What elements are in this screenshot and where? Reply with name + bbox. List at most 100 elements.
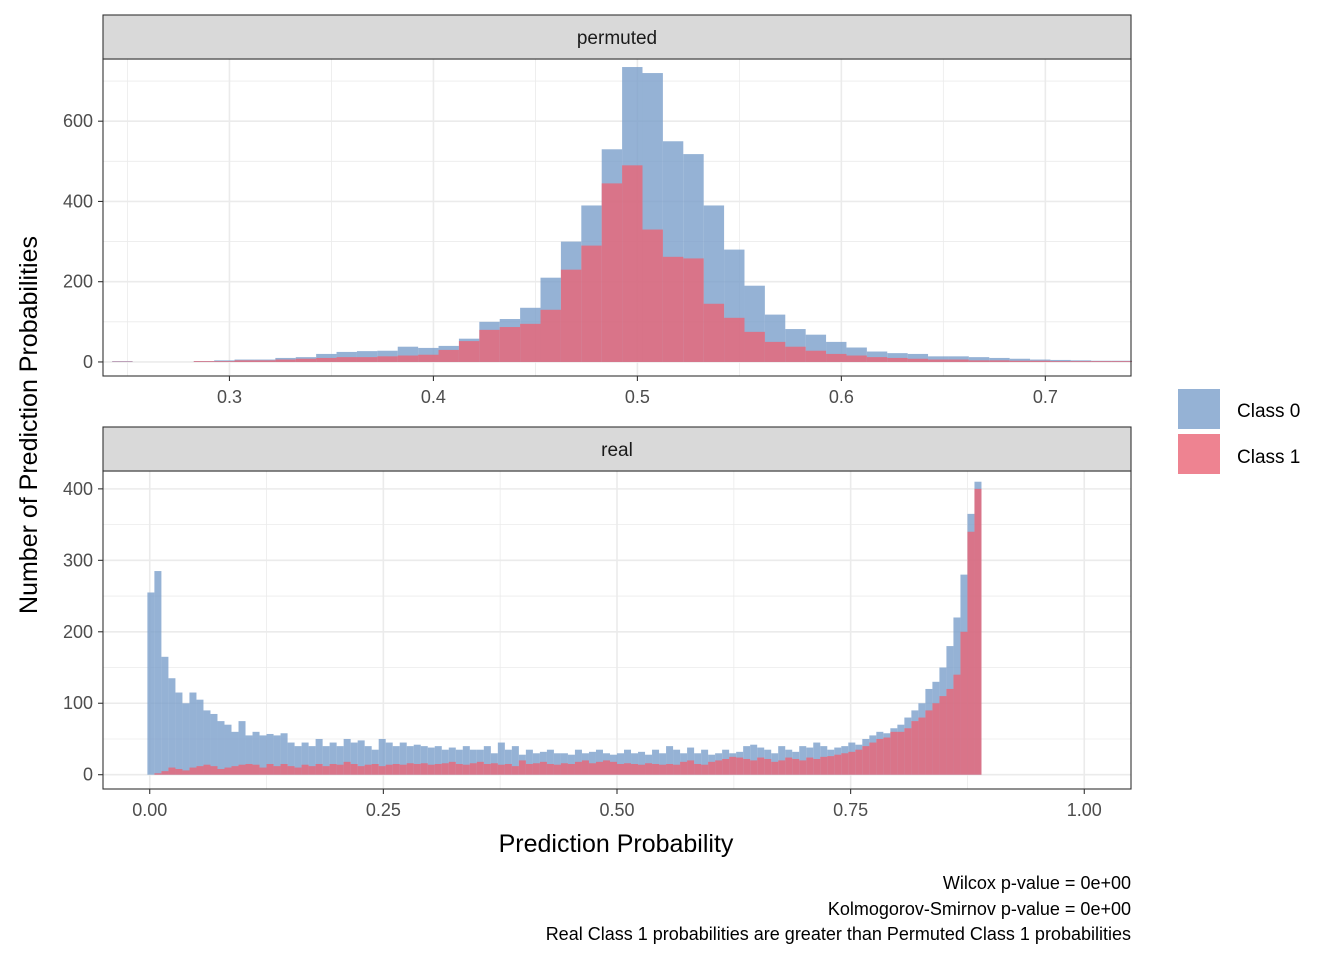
x-axis-title: Prediction Probability xyxy=(499,830,734,858)
histogram-bar xyxy=(371,749,379,775)
histogram-bar xyxy=(385,764,393,775)
histogram-bar xyxy=(588,763,596,775)
histogram-bar xyxy=(855,749,863,775)
histogram-bar xyxy=(294,767,302,775)
histogram-bar xyxy=(826,353,847,362)
histogram-bar xyxy=(189,692,197,775)
histogram-bar xyxy=(1070,361,1092,362)
histogram-bar xyxy=(841,753,849,775)
histogram-bar xyxy=(638,764,646,775)
histogram-bar xyxy=(322,746,330,775)
histogram-bar xyxy=(182,770,190,775)
histogram-bar xyxy=(427,747,435,775)
legend-label-class-1: Class 1 xyxy=(1237,447,1300,468)
histogram-bar xyxy=(301,764,309,775)
histogram-bar xyxy=(848,751,856,775)
panel-permuted: permuted 0 200 400 600 0.3 0.4 0.5 0.6 0.7 xyxy=(63,14,1133,407)
histogram-bar xyxy=(161,771,169,775)
histogram-bar xyxy=(701,749,709,775)
histogram-bar xyxy=(602,760,610,775)
y-tick-label: 100 xyxy=(63,693,93,713)
histogram-bar xyxy=(175,692,183,775)
histogram-bar xyxy=(1050,359,1071,362)
histogram-bar xyxy=(420,763,428,775)
histogram-bar xyxy=(948,359,969,362)
histogram-bar xyxy=(631,763,639,775)
histogram-bar xyxy=(862,746,870,775)
histogram-bar xyxy=(511,746,519,775)
histogram-bar xyxy=(469,749,477,775)
histogram-bar xyxy=(907,353,929,362)
histogram-bar xyxy=(217,768,225,775)
histogram-bar xyxy=(168,678,176,775)
x-tick-label: 0.00 xyxy=(132,800,167,820)
histogram-bar xyxy=(617,763,625,775)
histogram-bar xyxy=(989,357,1010,362)
histogram-bar xyxy=(694,763,702,775)
histogram-bar xyxy=(343,738,351,775)
histogram-bar xyxy=(238,721,246,775)
histogram-bar xyxy=(946,688,954,775)
histogram-bar xyxy=(214,361,235,362)
histogram-bar xyxy=(928,356,949,362)
histogram-bar xyxy=(939,696,947,775)
histogram-bar xyxy=(918,717,926,775)
histogram-bar xyxy=(231,766,239,775)
histogram-bar xyxy=(1111,361,1133,362)
histogram-bar xyxy=(245,763,253,775)
histogram-bar xyxy=(224,767,232,775)
histogram-bar xyxy=(511,766,519,775)
histogram-bar xyxy=(259,735,267,775)
histogram-bar xyxy=(729,756,737,775)
histogram-bar xyxy=(574,761,582,775)
histogram-bar xyxy=(546,749,554,775)
histogram-bar xyxy=(168,767,176,775)
histogram-bar xyxy=(371,763,379,775)
histogram-bar xyxy=(827,756,835,775)
histogram-bar xyxy=(287,742,295,775)
x-tick-label: 0.6 xyxy=(829,387,854,407)
histogram-bar xyxy=(329,742,337,775)
histogram-bar xyxy=(280,763,288,775)
histogram-bar xyxy=(189,767,197,775)
histogram-bar xyxy=(210,766,218,775)
histogram-bar xyxy=(448,761,456,775)
histogram-bar xyxy=(418,354,439,362)
histogram-bar xyxy=(350,742,358,775)
histogram-bar xyxy=(989,360,1010,362)
histogram-bar xyxy=(441,763,449,775)
histogram-bar xyxy=(666,746,674,775)
histogram-bar xyxy=(483,746,491,775)
histogram-bar xyxy=(736,757,744,775)
histogram-bar xyxy=(147,592,155,775)
histogram-bar xyxy=(869,742,877,775)
y-tick-label: 200 xyxy=(63,622,93,642)
histogram-bar xyxy=(182,703,190,775)
histogram-bar xyxy=(287,766,295,775)
y-tick-label: 300 xyxy=(63,550,93,570)
histogram-bar xyxy=(385,742,393,775)
histogram-bar xyxy=(483,763,491,775)
histogram-bar xyxy=(357,740,365,775)
histogram-bar xyxy=(680,761,688,775)
histogram-bar xyxy=(434,763,442,775)
histogram-bar xyxy=(785,346,806,362)
histogram-bar xyxy=(245,735,253,775)
histogram-bar xyxy=(904,728,912,775)
histogram-bar xyxy=(497,742,505,775)
histogram-bar xyxy=(161,656,169,775)
histogram-bar xyxy=(744,331,765,362)
histogram-bar xyxy=(441,749,449,775)
histogram-bar xyxy=(397,355,419,362)
histogram-bar xyxy=(866,357,888,362)
caption-line-conclusion: Real Class 1 probabilities are greater t… xyxy=(546,924,1131,944)
histogram-bar xyxy=(234,360,255,362)
histogram-bar xyxy=(652,763,660,775)
histogram-bar xyxy=(518,760,526,775)
histogram-bar xyxy=(254,360,276,362)
histogram-bar xyxy=(890,731,898,775)
histogram-bar xyxy=(154,571,162,775)
histogram-bar xyxy=(715,760,723,775)
histogram-bar xyxy=(316,357,337,362)
histogram-bar xyxy=(673,764,681,775)
